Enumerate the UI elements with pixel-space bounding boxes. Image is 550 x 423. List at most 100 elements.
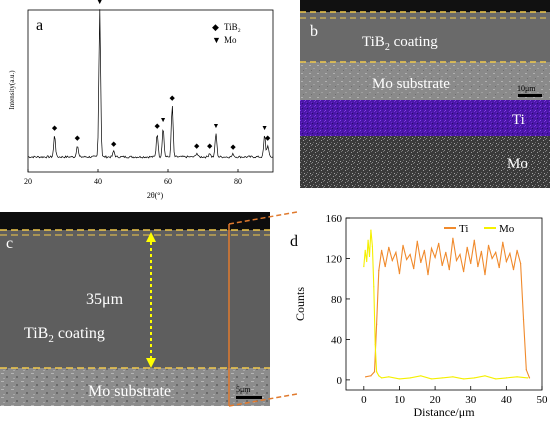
linescan-chart-svg: 0 40 80 120 160 0 10 20 30 40 50 Counts Distance/… <box>290 213 548 419</box>
xrd-peak-marker-tib2: ◆ <box>111 140 117 148</box>
data-point-ti <box>416 240 418 242</box>
xrd-peak-marker-mo: ▼ <box>96 0 103 6</box>
panel-a-letter: a <box>36 17 43 34</box>
data-point-mo <box>368 255 371 258</box>
data-point-ti <box>455 259 458 262</box>
data-point-ti <box>528 377 531 379</box>
panel-b-coating-region <box>300 12 550 62</box>
panel-b-letter: b <box>310 23 318 40</box>
panel-b-sem-edx-maps: b TiB2 coating Mo substrate 10μm Ti Mo <box>300 0 550 188</box>
data-point-mo <box>495 378 497 380</box>
legend-mo-marker: ▼ <box>212 35 221 45</box>
data-point-ti <box>498 266 500 269</box>
xrd-pattern-line <box>27 9 274 159</box>
xrd-peak-marker-tib2: ◆ <box>207 142 213 150</box>
data-point-mo <box>516 376 518 378</box>
data-point-ti <box>480 250 483 252</box>
panel-a-plot-frame <box>27 9 274 173</box>
data-point-ti <box>495 251 497 253</box>
chart-d-x-tick-label: 10 <box>394 394 406 406</box>
data-point-mo <box>364 249 366 251</box>
legend-mo-label: Mo <box>499 223 515 235</box>
data-point-ti <box>525 369 527 371</box>
panel-c-top-edge <box>0 212 270 230</box>
panel-a-xrd-pattern: ◆ ◆ ▼ ◆ ◆ ▼ ◆ ◆ ◆ ▼ ◆ ▼ ◆ 20 40 60 80 2θ(°) Intensity(a… <box>0 0 290 200</box>
data-point-ti <box>430 247 433 249</box>
data-point-mo <box>420 375 422 377</box>
series-line-ti <box>365 238 531 379</box>
panel-b-coating-label: TiB2 coating <box>362 34 438 53</box>
data-point-ti <box>398 273 401 275</box>
data-point-ti <box>438 242 440 244</box>
panel-d-linescan-chart: 0 40 80 120 160 0 10 20 30 40 50 Counts Distance/… <box>282 206 550 419</box>
xrd-x-tick-label: 20 <box>24 177 32 186</box>
panel-a-svg: ◆◆▼◆◆▼◆◆ ◆▼◆▼◆ 20 40 60 80 2θ(°) Intensity(a… <box>8 0 274 200</box>
data-point-ti <box>491 257 493 260</box>
legend-tib2-marker: ◆ <box>212 22 219 32</box>
panel-b-mo-map <box>300 136 550 188</box>
data-point-mo <box>473 377 475 379</box>
data-point-mo <box>527 377 529 379</box>
data-point-ti <box>376 323 378 325</box>
data-point-ti <box>470 262 472 265</box>
data-point-ti <box>388 246 390 248</box>
chart-d-x-tick-label: 0 <box>361 394 367 406</box>
data-point-mo <box>452 376 454 378</box>
chart-d-y-tick-label: 80 <box>331 294 343 306</box>
chart-d-y-axis-label: Counts <box>293 287 307 321</box>
panel-b-scale-bar <box>518 94 542 97</box>
data-point-ti <box>520 262 522 265</box>
chart-d-x-tick-label: 20 <box>430 394 442 406</box>
xrd-peak-marker-tib2: ◆ <box>230 143 236 151</box>
thickness-arrow-head-bottom <box>146 358 156 368</box>
data-point-ti <box>487 244 490 246</box>
data-point-ti <box>373 371 376 373</box>
panel-c-coating-region <box>0 230 270 368</box>
data-point-ti <box>378 270 380 272</box>
data-point-ti <box>427 274 429 276</box>
chart-d-x-tick-label: 40 <box>501 394 513 406</box>
panel-d-letter: d <box>290 233 298 250</box>
thickness-arrow-head-top <box>146 232 156 242</box>
panel-b-ti-map <box>300 100 550 136</box>
panel-c-scale-bar <box>236 396 262 399</box>
xrd-x-tick-label: 40 <box>94 177 102 186</box>
xrd-peak-marker-mo: ▼ <box>261 124 268 132</box>
data-point-mo <box>370 229 372 231</box>
data-point-ti <box>452 237 454 239</box>
data-point-mo <box>363 265 365 268</box>
xrd-x-tick-label: 60 <box>164 177 172 186</box>
panel-c-coating-label: TiB2 coating <box>24 325 105 345</box>
panel-b-substrate-region <box>300 62 550 100</box>
data-point-ti <box>509 252 511 255</box>
data-point-ti <box>522 318 525 320</box>
data-point-mo <box>374 343 376 346</box>
chart-d-y-ticks: 0 40 80 120 160 <box>326 213 350 387</box>
xrd-peak-marker-tib2: ◆ <box>75 134 81 142</box>
data-point-ti <box>409 253 411 256</box>
data-point-mo <box>409 377 411 379</box>
data-point-mo <box>366 260 368 263</box>
data-point-ti <box>516 249 518 251</box>
xrd-peak-marker-mo: ▼ <box>212 122 219 130</box>
panel-c-substrate-label: Mo substrate <box>88 383 171 400</box>
chart-d-x-ticks: 0 10 20 30 40 50 <box>361 386 548 406</box>
data-point-ti <box>391 259 393 262</box>
chart-d-frame <box>345 217 543 391</box>
data-point-ti <box>512 269 515 271</box>
chart-d-y-tick-label: 160 <box>326 213 343 225</box>
xrd-y-axis-label: Intensity(a.u.) <box>8 70 16 110</box>
data-point-ti <box>477 265 479 268</box>
data-point-ti <box>420 261 422 264</box>
data-point-ti <box>405 258 408 261</box>
data-point-ti <box>370 375 372 377</box>
data-point-ti <box>402 244 404 246</box>
chart-d-x-tick-label: 30 <box>465 394 477 406</box>
data-point-ti <box>505 260 507 263</box>
panel-b-top-edge <box>300 0 550 12</box>
data-point-ti <box>434 256 436 259</box>
panel-c-substrate-region <box>0 368 270 406</box>
data-point-ti <box>423 249 425 251</box>
data-point-mo <box>376 371 378 373</box>
data-point-ti <box>502 241 504 243</box>
